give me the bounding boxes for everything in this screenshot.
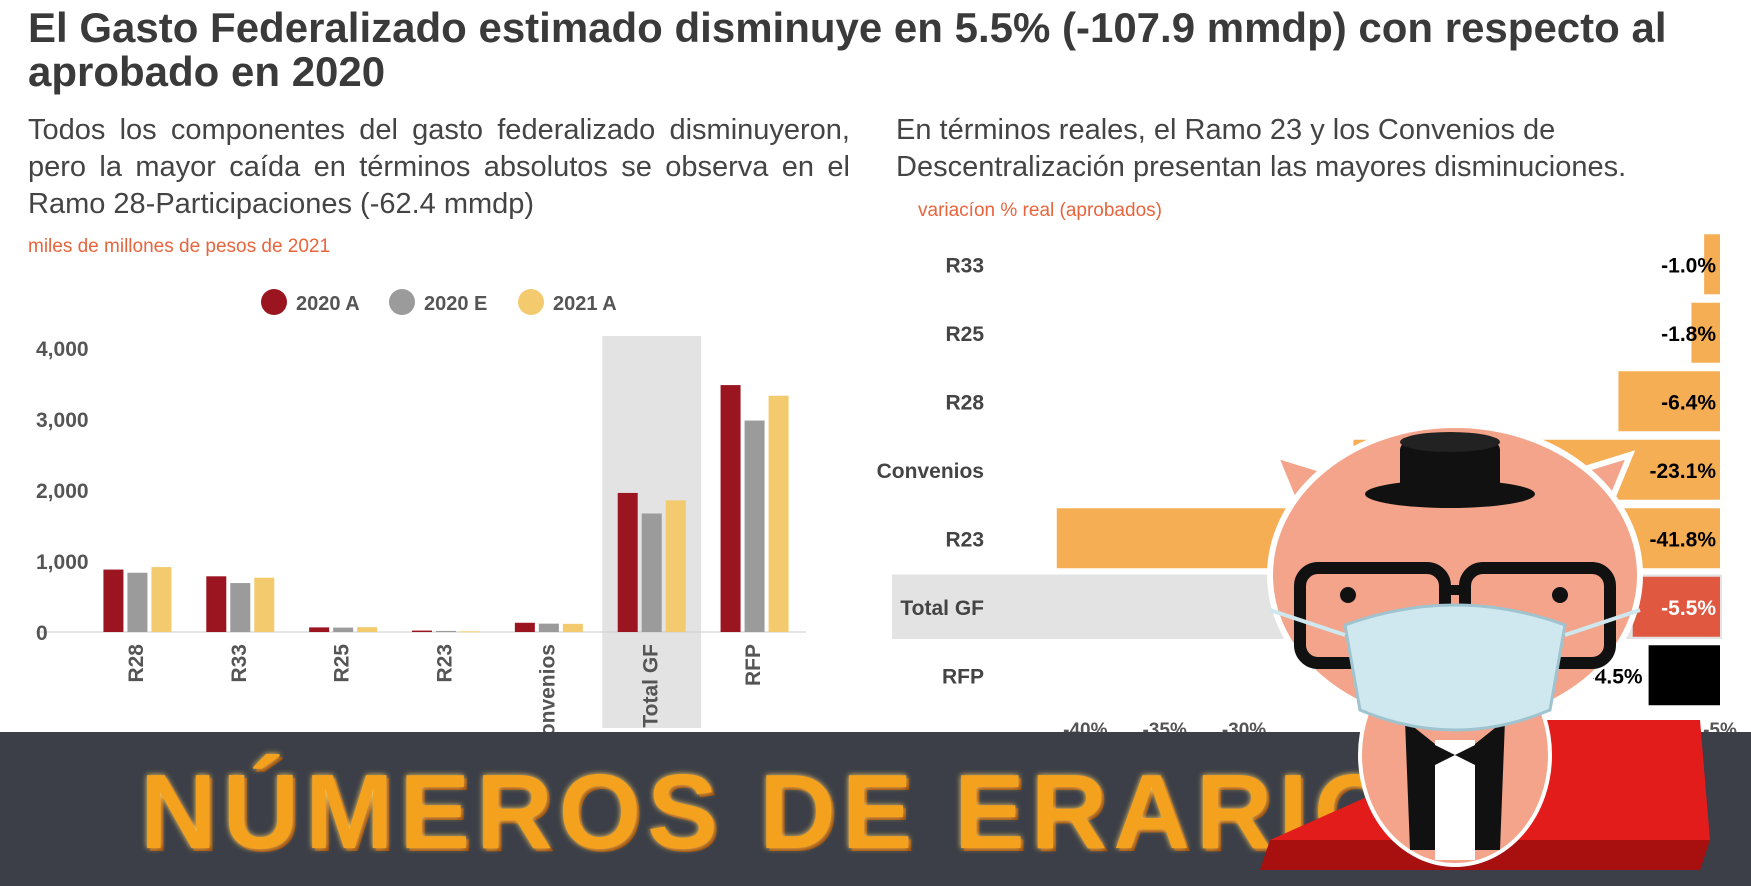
bar	[151, 567, 172, 632]
right-unit-label: variacíon % real (aprobados)	[918, 200, 1162, 221]
y-tick-label: 2,000	[36, 480, 89, 503]
x-tick-label: R25	[331, 644, 354, 683]
bar	[720, 385, 741, 632]
legend-label: 2020 E	[424, 293, 487, 315]
bar	[1618, 371, 1720, 432]
category-label: R33	[945, 254, 984, 277]
x-tick-label: Total GF	[639, 644, 662, 728]
bar	[562, 623, 583, 632]
bar	[103, 569, 124, 632]
bar	[538, 623, 559, 632]
bar	[254, 577, 275, 632]
bar	[412, 630, 432, 632]
bar	[665, 500, 686, 632]
category-label: R25	[945, 323, 984, 346]
bar	[460, 631, 480, 633]
value-label: -41.8%	[1649, 528, 1716, 551]
bar	[436, 630, 456, 632]
value-label: -6.4%	[1661, 391, 1716, 414]
y-tick-label: 0	[36, 622, 48, 645]
bar	[1691, 302, 1720, 363]
bar	[333, 627, 354, 632]
bar	[617, 492, 638, 632]
pig-mascot-illustration	[1260, 422, 1710, 870]
bar	[641, 513, 662, 632]
bar	[230, 583, 251, 632]
legend-label: 2020 A	[296, 293, 360, 315]
left-description: Todos los componentes del gasto federali…	[28, 114, 850, 220]
bar	[1632, 576, 1720, 637]
x-tick-label: R23	[434, 644, 457, 683]
grouped-bar-chart: 0 1,000 2,000 3,000 4,000 R28 R33 R25 R23 Conveni…	[36, 289, 806, 732]
category-label: R28	[945, 391, 984, 414]
bar	[1704, 234, 1720, 295]
bar	[357, 627, 378, 632]
page-title: El Gasto Federalizado estimado disminuye…	[28, 4, 1667, 95]
legend-marker	[518, 289, 544, 315]
bar	[1648, 645, 1720, 706]
category-label: Convenios	[877, 460, 984, 483]
y-tick-label: 3,000	[36, 409, 89, 432]
y-tick-label: 1,000	[36, 551, 89, 574]
value-label: -1.8%	[1661, 323, 1716, 346]
y-tick-label: 4,000	[36, 338, 89, 361]
category-label: Total GF	[900, 597, 984, 620]
bar	[514, 622, 535, 632]
legend-label: 2021 A	[553, 293, 617, 315]
bar	[744, 420, 765, 632]
left-unit-label: miles de millones de pesos de 2021	[28, 236, 331, 257]
legend-marker	[389, 289, 415, 315]
x-tick-label: R33	[228, 644, 251, 683]
category-label: R23	[945, 528, 984, 551]
category-label: RFP	[942, 665, 984, 688]
bar	[206, 576, 227, 632]
value-label: -1.0%	[1661, 254, 1716, 277]
legend-marker	[261, 289, 287, 315]
value-label: -4.5%	[1588, 665, 1643, 688]
bar	[768, 395, 789, 632]
value-label: -5.5%	[1661, 597, 1716, 620]
bar	[309, 627, 330, 632]
value-label: -23.1%	[1649, 460, 1716, 483]
x-tick-label: R28	[125, 644, 148, 683]
x-tick-label: RFP	[742, 644, 765, 686]
banner-title: NÚMEROS DE ERARIO	[140, 753, 1403, 871]
bar	[127, 572, 148, 632]
right-description: En términos reales, el Ramo 23 y los Con…	[896, 114, 1627, 183]
x-tick-label: Convenios	[536, 644, 559, 732]
